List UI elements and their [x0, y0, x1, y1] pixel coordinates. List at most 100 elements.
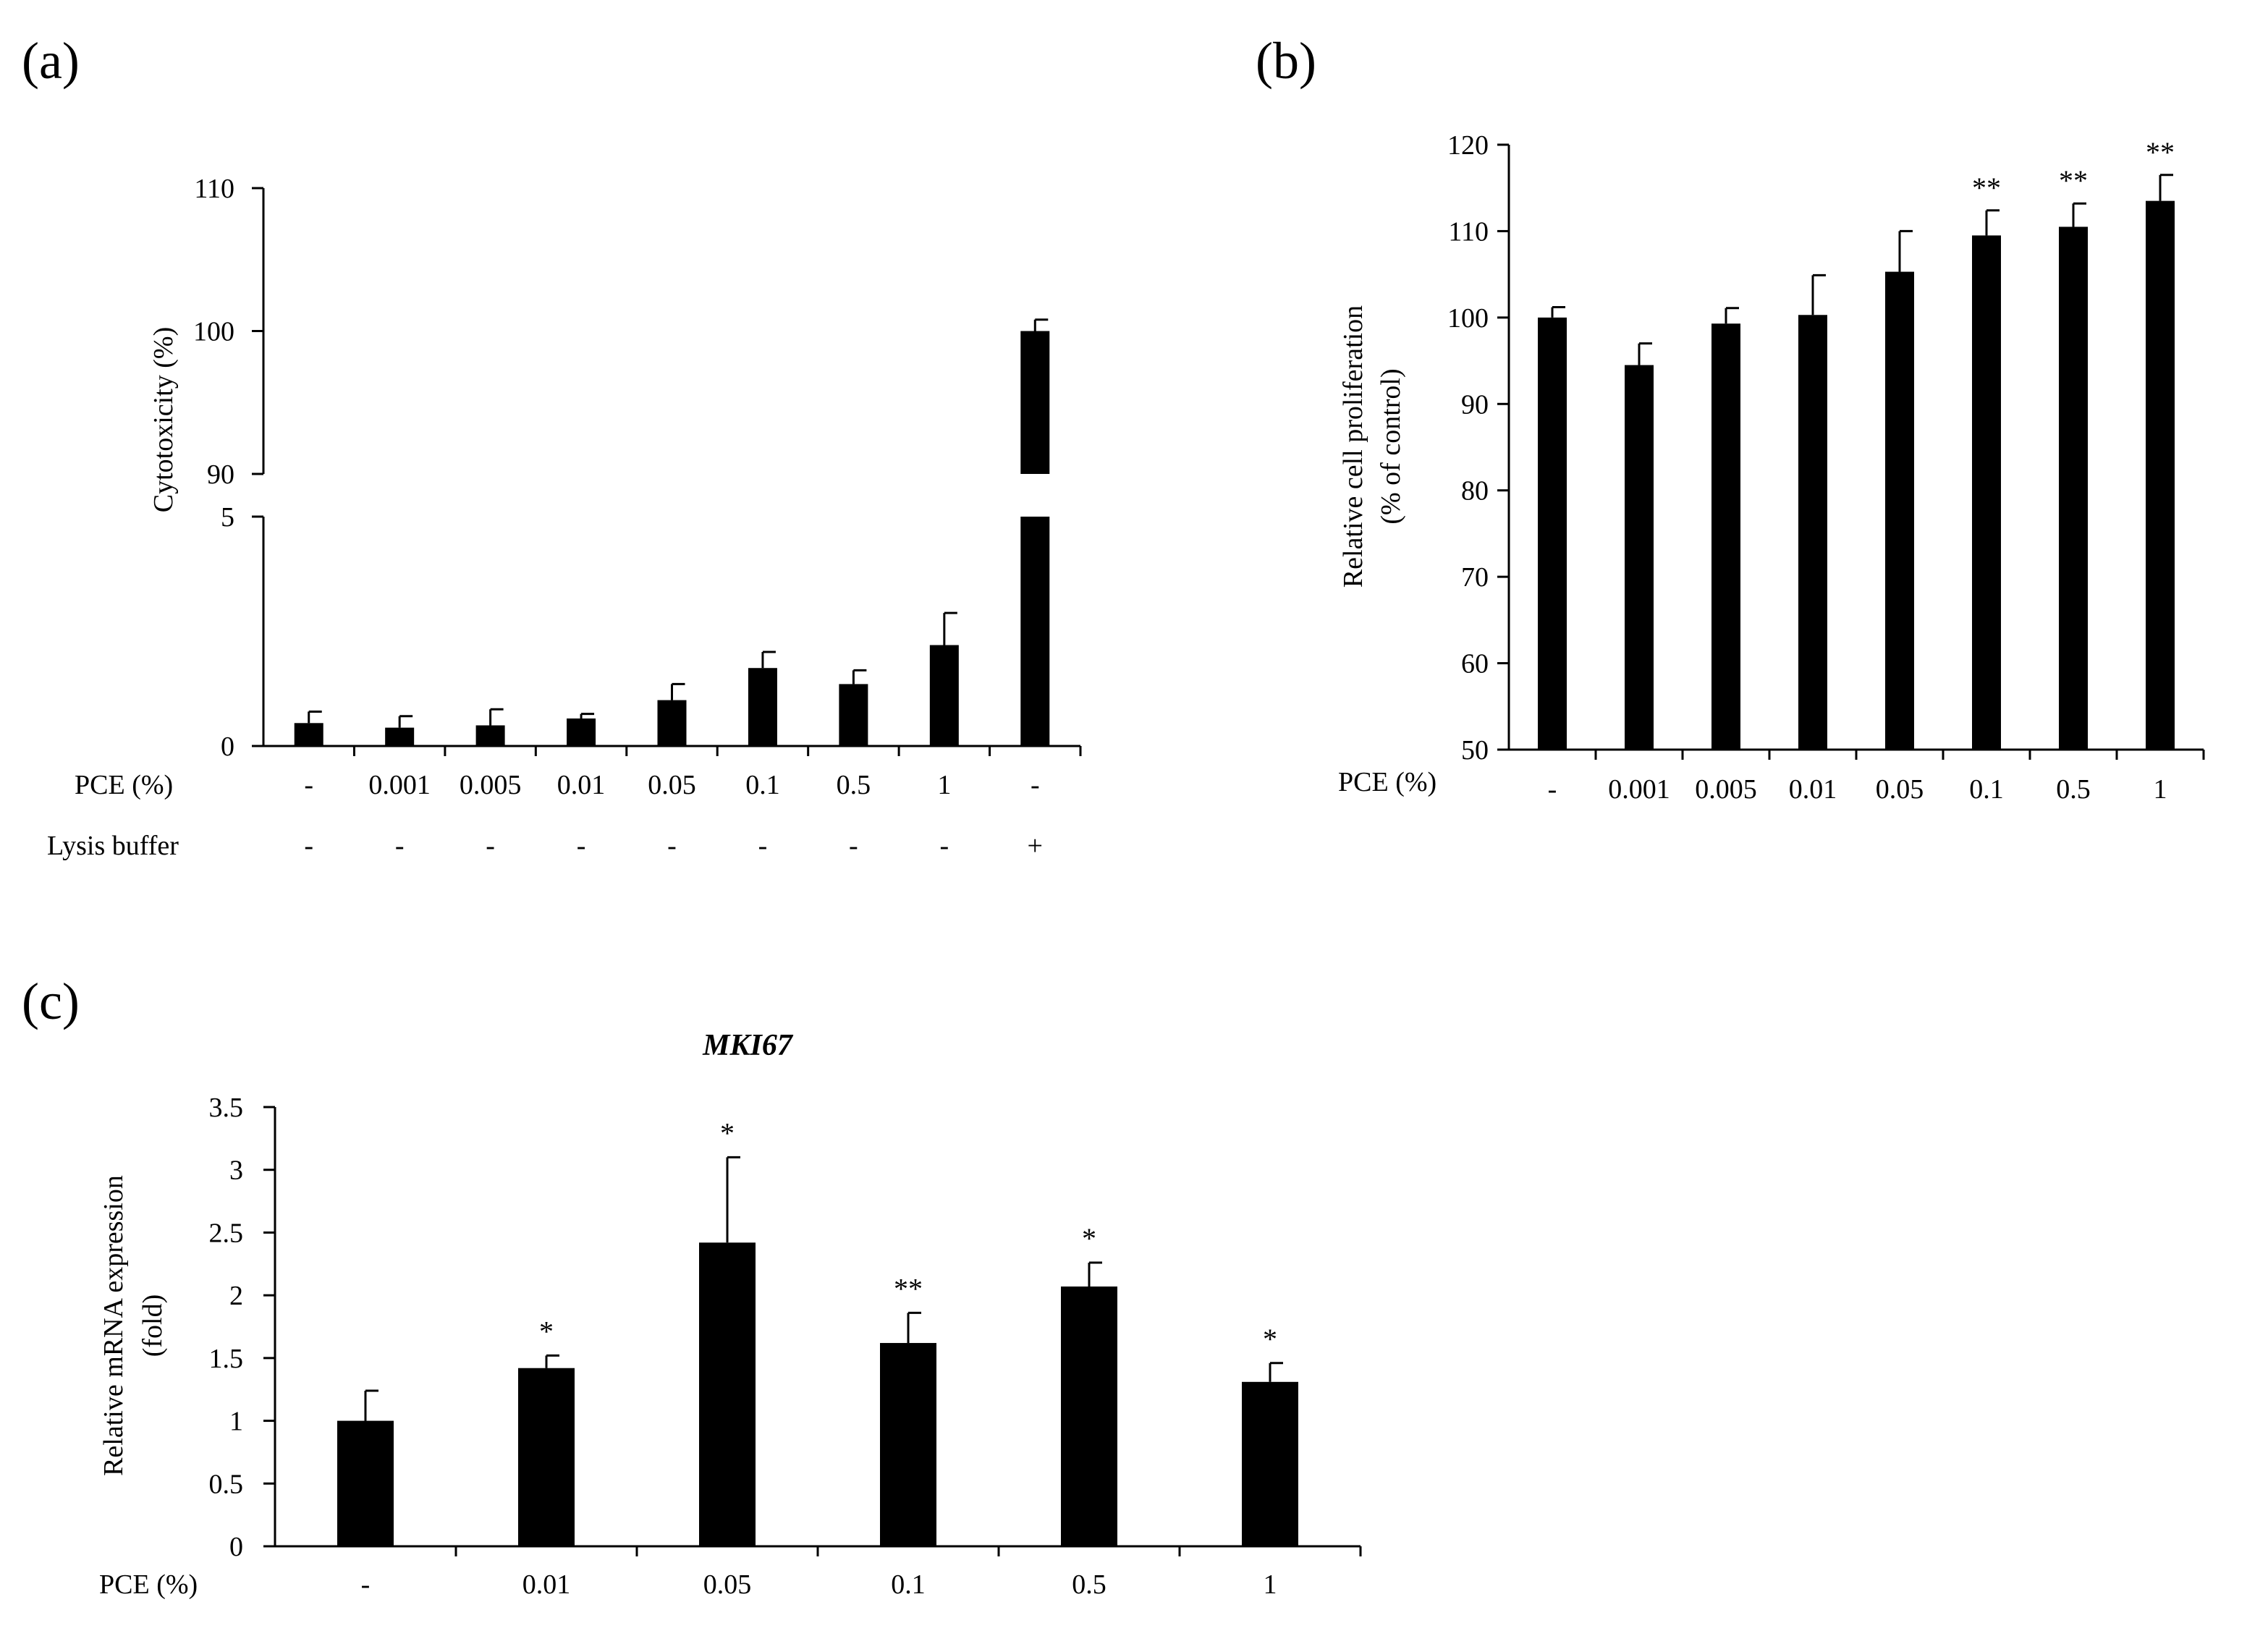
b-xtick-label-5: 0.1: [1969, 774, 2004, 805]
b-bar-5: [1972, 235, 2001, 750]
chart-c: MKI67 0 0.5 1 1.5 2 2.5 3 3.5 Relative mRNA expre…: [98, 1029, 1362, 1600]
a-xtick-label-7: 1: [937, 770, 951, 800]
a-lysis-label-4: -: [667, 831, 677, 861]
c-ytick-label-4: 2: [229, 1281, 243, 1311]
a-xtick-label-2: 0.005: [460, 770, 522, 800]
b-y-label-line-1: (% of control): [1376, 368, 1406, 524]
a-bar-5: [748, 668, 777, 746]
c-bar-5: [1242, 1381, 1298, 1546]
c-ytick-label-2: 1: [229, 1407, 243, 1437]
c-sig-5: *: [1263, 1323, 1277, 1355]
a-xtick-label-4: 0.05: [648, 770, 696, 800]
a-bar-2: [475, 725, 505, 746]
b-bar-6: [2059, 226, 2088, 750]
b-ytick-label-3: 80: [1461, 476, 1489, 507]
panel-b-label: (b): [1256, 32, 1316, 90]
c-ytick-label-1: 0.5: [209, 1469, 244, 1499]
a-xtick-label-5: 0.1: [745, 770, 780, 800]
b-bar-2: [1711, 323, 1740, 750]
c-bar-0: [337, 1420, 394, 1546]
b-ytick-label-4: 90: [1461, 389, 1489, 420]
a-bar-0: [294, 723, 323, 746]
b-xtick-label-2: 0.005: [1695, 774, 1757, 805]
a-xtick-label-3: 0.01: [557, 770, 606, 800]
a-lysis-label-6: -: [849, 831, 858, 861]
c-sig-1: *: [539, 1315, 554, 1347]
panel-a-label: (a): [22, 32, 80, 90]
b-xtick-label-7: 1: [2154, 774, 2167, 805]
b-bar-7: [2146, 200, 2175, 750]
c-y-label-line-1: (fold): [137, 1294, 168, 1357]
b-y-label-line-0: Relative cell proliferation: [1338, 305, 1368, 588]
b-xtick-label-6: 0.5: [2056, 774, 2091, 805]
b-bar-1: [1625, 365, 1654, 750]
a-lysis-label-8: +: [1028, 831, 1043, 861]
c-x-label: PCE (%): [99, 1569, 198, 1600]
c-xtick-label-2: 0.05: [703, 1569, 752, 1600]
c-ytick-label-7: 3.5: [209, 1093, 244, 1123]
chart-b: 50 60 70 80 90 100 110 120 Relative cell prolife…: [1338, 130, 2205, 805]
panel-c-label: (c): [22, 972, 80, 1030]
a-y-label: Cytotoxicity (%): [148, 327, 179, 512]
c-ytick-label-5: 2.5: [209, 1218, 244, 1248]
a-bar-1: [385, 727, 415, 746]
a-lysis-label-5: -: [758, 831, 768, 861]
c-xtick-label-3: 0.1: [891, 1569, 926, 1600]
c-ytick-label-0: 0: [229, 1532, 243, 1562]
b-xtick-label-3: 0.01: [1789, 774, 1837, 805]
c-bar-1: [518, 1368, 575, 1546]
b-ytick-label-7: 120: [1447, 130, 1489, 161]
b-sig-7: **: [2146, 136, 2175, 169]
c-sig-2: *: [720, 1116, 735, 1149]
b-ytick-label-6: 110: [1448, 216, 1489, 247]
a-lysis-label-1: -: [395, 831, 405, 861]
c-title: MKI67: [702, 1029, 794, 1062]
a-bar-3: [567, 718, 596, 746]
b-ytick-label-2: 70: [1461, 562, 1489, 593]
b-ytick-label-0: 50: [1461, 735, 1489, 766]
c-xtick-label-5: 1: [1264, 1569, 1277, 1600]
a-ytick-label-upper-2: 110: [194, 174, 234, 204]
a-bar-6: [839, 684, 868, 746]
a-bar-4: [657, 700, 687, 746]
a-row-label-lysis: Lysis buffer: [47, 831, 179, 861]
c-xtick-label-4: 0.5: [1072, 1569, 1107, 1600]
b-bar-3: [1798, 315, 1827, 750]
b-bar-4: [1885, 271, 1914, 750]
b-bar-0: [1538, 317, 1567, 750]
b-xtick-label-4: 0.05: [1876, 774, 1924, 805]
a-xtick-label-8: -: [1031, 770, 1040, 800]
a-ytick-label-lower-0: 0: [221, 732, 234, 762]
a-lysis-label-3: -: [577, 831, 586, 861]
a-xtick-label-6: 0.5: [837, 770, 871, 800]
a-ytick-label-upper-0: 90: [207, 459, 234, 490]
c-xtick-label-1: 0.01: [522, 1569, 571, 1600]
c-ytick-label-6: 3: [229, 1156, 243, 1186]
a-xtick-label-0: -: [304, 770, 313, 800]
c-sig-3: **: [894, 1272, 923, 1305]
b-ytick-label-1: 60: [1461, 649, 1489, 679]
b-sig-5: **: [1972, 171, 2001, 204]
b-x-label: PCE (%): [1338, 767, 1436, 797]
a-bar-lower-8: [1020, 517, 1050, 746]
b-sig-6: **: [2059, 164, 2088, 197]
a-lysis-label-2: -: [486, 831, 495, 861]
a-bar-upper-8: [1020, 331, 1050, 474]
a-row-label-pce: PCE (%): [75, 770, 173, 800]
c-bar-2: [699, 1242, 756, 1546]
c-ytick-label-3: 1.5: [209, 1344, 244, 1374]
a-bar-7: [929, 645, 959, 746]
c-xtick-label-0: -: [361, 1569, 371, 1600]
a-ytick-label-lower-1: 5: [221, 502, 234, 533]
a-ytick-label-upper-1: 100: [193, 317, 234, 347]
c-bar-3: [880, 1343, 936, 1546]
c-bar-4: [1061, 1287, 1117, 1546]
b-ytick-label-5: 100: [1447, 303, 1489, 334]
b-xtick-label-1: 0.001: [1608, 774, 1670, 805]
b-xtick-label-0: -: [1548, 774, 1557, 805]
a-lysis-label-0: -: [304, 831, 313, 861]
a-lysis-label-7: -: [940, 831, 949, 861]
c-y-label-line-0: Relative mRNA expression: [98, 1175, 129, 1476]
a-xtick-label-1: 0.001: [368, 770, 431, 800]
